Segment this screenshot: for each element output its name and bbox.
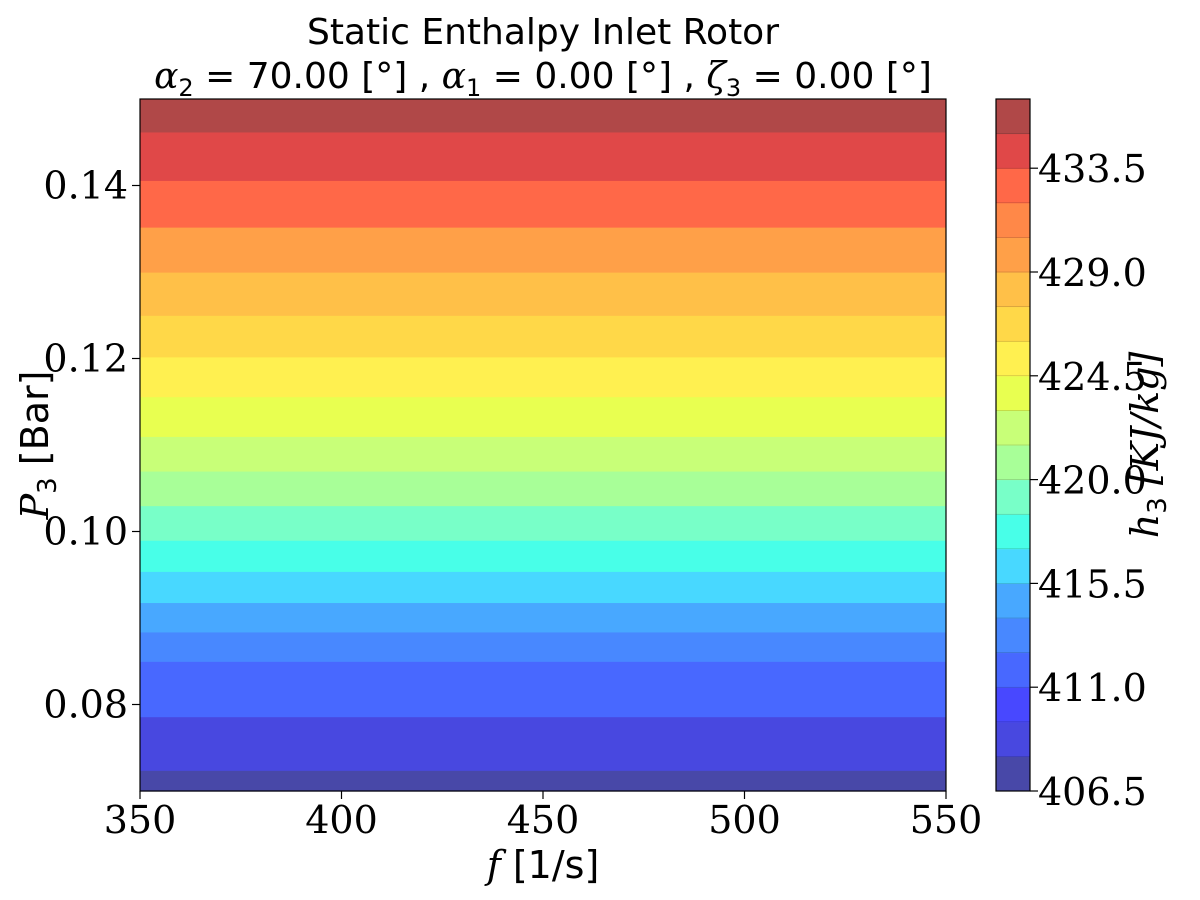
y-tick-label-0: 0.08 bbox=[43, 683, 128, 727]
x-axis: 350 400 450 500 550 bbox=[104, 791, 983, 842]
colorbar-segment-9 bbox=[996, 445, 1030, 481]
colorbar bbox=[996, 99, 1030, 792]
colorbar-tick-label-3: 420.0 bbox=[1038, 459, 1147, 503]
colorbar-segment-0 bbox=[996, 756, 1030, 792]
zeta3-value: 0.00 bbox=[794, 56, 874, 97]
colorbar-frame bbox=[995, 98, 1031, 792]
colorbar-segment-11 bbox=[996, 375, 1030, 411]
x-axis-label: f [1/s] bbox=[484, 843, 600, 887]
y-axis: 0.08 0.10 0.12 0.14 bbox=[43, 164, 140, 727]
colorbar-segment-7 bbox=[996, 514, 1030, 550]
colorbar-segment-5 bbox=[996, 583, 1030, 619]
y-tick-label-3: 0.14 bbox=[43, 164, 128, 208]
chart-subtitle: α2 = 70.00 [°] , α1 = 0.00 [°] , ζ3 = 0.… bbox=[154, 56, 932, 102]
zeta3-unit: [°] bbox=[886, 56, 932, 97]
colorbar-segment-8 bbox=[996, 479, 1030, 515]
contour-band-3 bbox=[140, 631, 946, 662]
colorbar-segment-15 bbox=[996, 237, 1030, 273]
chart-title: Static Enthalpy Inlet Rotor bbox=[307, 12, 779, 53]
y-axis-label: P3 [Bar] bbox=[13, 371, 63, 521]
contour-band-16 bbox=[140, 131, 946, 181]
alpha1-unit: [°] bbox=[626, 56, 672, 97]
x-tick-label-2: 450 bbox=[507, 798, 580, 842]
colorbar-segment-1 bbox=[996, 721, 1030, 757]
contour-band-4 bbox=[140, 602, 946, 633]
contour-band-14 bbox=[140, 227, 946, 273]
colorbar-ticks: 406.5 411.0 415.5 420.0 424.5 429.0 433.5 bbox=[1030, 147, 1147, 814]
colorbar-tick-label-2: 415.5 bbox=[1038, 562, 1147, 606]
x-tick-label-3: 500 bbox=[708, 798, 781, 842]
alpha2-unit: [°] bbox=[361, 56, 407, 97]
colorbar-tick-label-1: 411.0 bbox=[1038, 666, 1147, 710]
colorbar-segment-6 bbox=[996, 548, 1030, 584]
contour-band-12 bbox=[140, 315, 946, 358]
contour-band-9 bbox=[140, 436, 946, 472]
colorbar-segment-2 bbox=[996, 687, 1030, 723]
colorbar-label: h3 [KJ/kg] bbox=[1123, 352, 1173, 539]
contour-band-11 bbox=[140, 356, 946, 398]
contour-band-0 bbox=[140, 770, 946, 792]
colorbar-segment-3 bbox=[996, 652, 1030, 688]
contour-band-17 bbox=[140, 99, 946, 133]
colorbar-segment-14 bbox=[996, 272, 1030, 308]
plot-area bbox=[140, 99, 946, 792]
alpha1-value: 0.00 bbox=[534, 56, 614, 97]
colorbar-segment-12 bbox=[996, 341, 1030, 377]
contour-band-1 bbox=[140, 716, 946, 771]
contour-band-10 bbox=[140, 396, 946, 437]
contour-band-2 bbox=[140, 661, 946, 718]
contour-band-15 bbox=[140, 180, 946, 228]
colorbar-tick-label-5: 429.0 bbox=[1038, 251, 1147, 295]
y-tick-label-1: 0.10 bbox=[43, 510, 128, 554]
colorbar-tick-label-4: 424.5 bbox=[1038, 355, 1147, 399]
colorbar-segment-17 bbox=[996, 168, 1030, 204]
alpha2-value: 70.00 bbox=[247, 56, 350, 97]
x-tick-label-4: 550 bbox=[910, 798, 983, 842]
x-tick-label-1: 400 bbox=[305, 798, 378, 842]
colorbar-segment-10 bbox=[996, 410, 1030, 446]
colorbar-segment-13 bbox=[996, 306, 1030, 342]
contour-band-7 bbox=[140, 505, 946, 541]
y-tick-label-2: 0.12 bbox=[43, 337, 128, 381]
colorbar-segment-16 bbox=[996, 202, 1030, 238]
contour-band-5 bbox=[140, 571, 946, 604]
colorbar-segment-19 bbox=[996, 99, 1030, 135]
colorbar-tick-label-6: 433.5 bbox=[1038, 147, 1147, 191]
colorbar-segment-4 bbox=[996, 618, 1030, 654]
contour-band-6 bbox=[140, 540, 946, 572]
contour-band-8 bbox=[140, 470, 946, 507]
colorbar-segment-18 bbox=[996, 133, 1030, 169]
x-tick-label-0: 350 bbox=[104, 798, 177, 842]
colorbar-tick-label-0: 406.5 bbox=[1038, 770, 1147, 814]
contour-band-13 bbox=[140, 272, 946, 316]
